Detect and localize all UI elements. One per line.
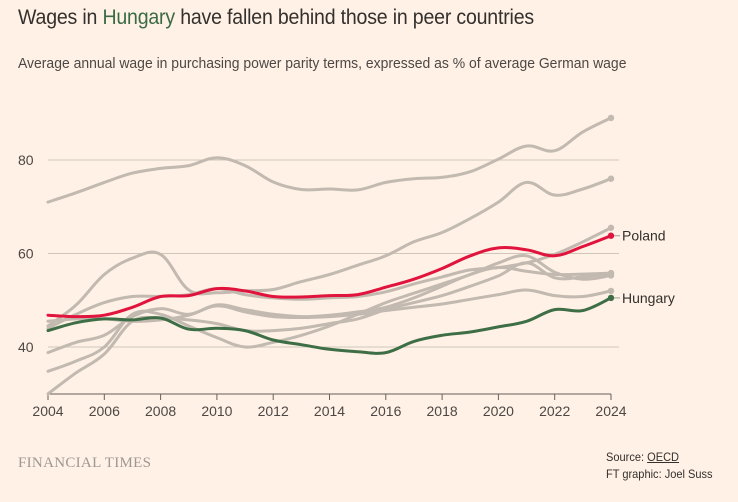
series-label-hungary: Hungary (622, 290, 675, 306)
x-tick-label: 2016 (370, 403, 401, 419)
y-tick-label: 40 (18, 339, 34, 355)
graphic-credit: FT graphic: Joel Suss (606, 467, 713, 481)
end-point-hungary (607, 294, 615, 302)
end-point-peer-country-7 (607, 287, 615, 295)
source-credit: Source: OECD FT graphic: Joel Suss (606, 449, 713, 483)
series-line-peer-country-2 (46, 177, 613, 328)
end-point-peer-country-2 (607, 175, 615, 182)
chart-title: Wages in Hungary have fallen behind thos… (18, 6, 534, 30)
title-before: Wages in (18, 6, 103, 29)
end-point-poland (607, 232, 615, 239)
series-line-peer-country-7 (46, 288, 613, 323)
y-tick-label: 80 (18, 152, 34, 168)
series-lines (46, 114, 615, 396)
x-tick-label: 2004 (32, 403, 63, 419)
series-line-poland (46, 234, 613, 319)
x-axis: 2004 2006 2008 2010 2012 2014 2016 2018 2020 2022… (32, 393, 627, 419)
series-label-poland: Poland (622, 228, 666, 244)
series-labels: Poland Hungary (614, 228, 675, 306)
title-highlight-hungary: Hungary (102, 6, 175, 29)
series-line-peer-country-6 (46, 261, 613, 396)
x-tick-label: 2018 (427, 403, 458, 419)
end-point-peer-country-3 (607, 224, 615, 231)
series-line-peer-country-5 (46, 254, 613, 373)
chart-subtitle: Average annual wage in purchasing power … (18, 55, 627, 72)
source-link[interactable]: OECD (647, 450, 680, 464)
x-tick-label: 2024 (595, 403, 626, 419)
x-tick-label: 2008 (145, 403, 176, 419)
y-tick-label: 60 (18, 246, 34, 262)
ft-logo: FINANCIAL TIMES (18, 455, 152, 471)
title-after: have fallen behind those in peer countri… (174, 6, 534, 29)
y-axis: 40 60 80 (18, 152, 34, 355)
series-line-peer-country-4 (46, 265, 613, 355)
x-tick-label: 2012 (258, 403, 289, 419)
series-line-peer-country-1 (46, 116, 613, 204)
x-tick-label: 2020 (483, 403, 514, 419)
x-tick-label: 2022 (539, 403, 570, 419)
end-point-peer-country-1 (607, 114, 615, 122)
series-line-hungary (46, 296, 613, 355)
source-prefix: Source: (606, 450, 648, 464)
x-tick-label: 2010 (201, 403, 232, 419)
x-tick-label: 2006 (89, 403, 120, 419)
end-point-peer-country-6 (607, 269, 615, 277)
x-tick-label: 2014 (314, 403, 345, 419)
